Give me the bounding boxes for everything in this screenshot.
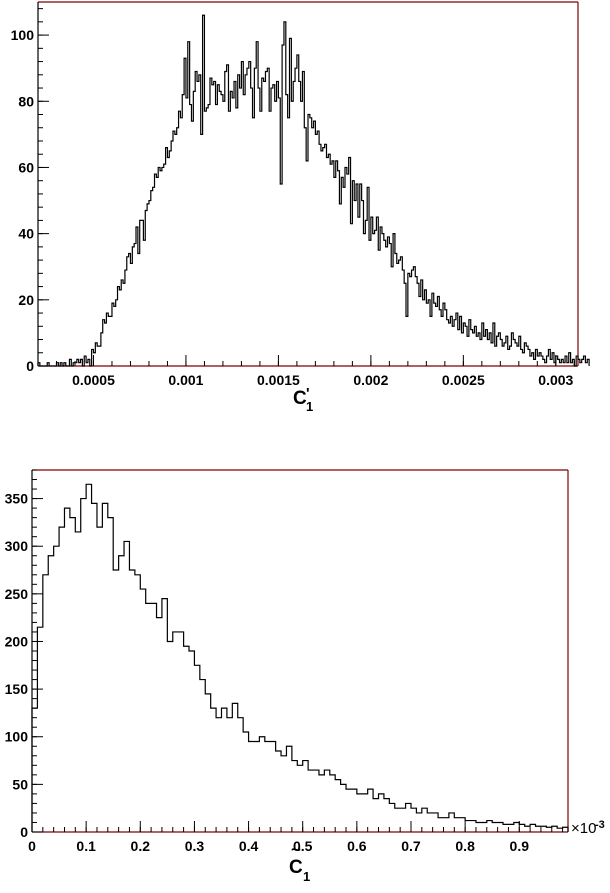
y-tick-label: 50 xyxy=(12,776,28,792)
x-scale-label: ×10-3 xyxy=(571,819,605,837)
y-tick-label: 60 xyxy=(18,159,34,175)
svg-text:': ' xyxy=(306,385,310,402)
x-tick-label: 0.4 xyxy=(239,838,259,854)
svg-text:×10: ×10 xyxy=(571,820,596,837)
svg-text:1: 1 xyxy=(303,869,310,884)
x-tick-label: 0.9 xyxy=(510,838,530,854)
y-tick-label: 80 xyxy=(18,93,34,109)
y-tick-label: 100 xyxy=(11,27,35,43)
svg-text:1: 1 xyxy=(306,399,313,414)
y-tick-label: 150 xyxy=(5,681,29,697)
x-tick-label: 0.0005 xyxy=(72,372,115,388)
x-tick-label: 0.0015 xyxy=(257,372,300,388)
histogram-c1-tilde: 0 0.1 0.2 0.3 0.4 0.5 0.6 0.7 0.8 0.9 0 50 100 150 200… xyxy=(5,469,605,884)
y-tick-label: 20 xyxy=(18,292,34,308)
x-axis-title: C '1 xyxy=(293,385,313,414)
svg-text:-3: -3 xyxy=(595,819,605,831)
y-tick-label: 350 xyxy=(5,491,29,507)
x-tick-label: 0.3 xyxy=(185,838,205,854)
y-tick-label: 250 xyxy=(5,586,29,602)
y-tick-label: 0 xyxy=(26,358,34,374)
x-tick-label: 0.8 xyxy=(455,838,475,854)
x-tick-label: 0.6 xyxy=(347,838,367,854)
x-tick-label: 0.5 xyxy=(293,838,313,854)
x-tick-label: 0 xyxy=(28,838,36,854)
x-tick-label: 0.1 xyxy=(76,838,96,854)
x-tick-label: 0.0025 xyxy=(442,372,485,388)
y-tick-label: 300 xyxy=(5,538,29,554)
svg-text:C: C xyxy=(289,857,303,878)
histogram-series xyxy=(37,14,590,367)
x-tick-label: 0.7 xyxy=(401,838,421,854)
y-tick-label: 200 xyxy=(5,633,29,649)
y-tick-label: 100 xyxy=(5,729,29,745)
x-tick-label: 0.001 xyxy=(168,372,203,388)
x-tick-label: 0.2 xyxy=(131,838,151,854)
x-axis-title: ~C 1 xyxy=(289,840,310,884)
y-tick-label: 40 xyxy=(18,226,34,242)
svg-text:C: C xyxy=(293,388,307,409)
svg-text:~: ~ xyxy=(291,840,301,859)
x-tick-label: 0.002 xyxy=(353,372,388,388)
x-tick-label: 0.003 xyxy=(538,372,573,388)
histogram-series xyxy=(31,483,569,832)
histogram-c1-prime: 0.0005 0.001 0.0015 0.002 0.0025 0.003 0 20 40 60… xyxy=(11,1,590,414)
y-tick-label: 0 xyxy=(20,824,28,840)
